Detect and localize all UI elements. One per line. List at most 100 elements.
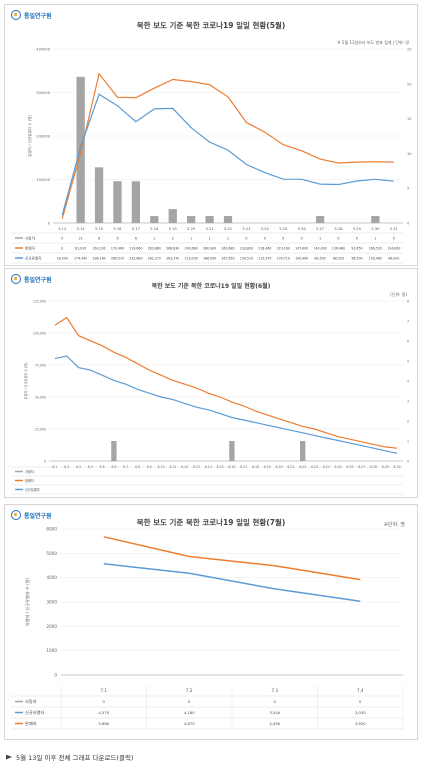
table-cell: 21	[79, 237, 83, 241]
table-cell: 0	[188, 699, 191, 704]
y-tick-label: 200000	[36, 135, 50, 139]
x-tick-label: 5.27	[316, 227, 324, 231]
x-tick-label: 5.25	[279, 227, 287, 231]
table-cell: 96,000	[388, 257, 399, 261]
table-cell: 0	[245, 237, 247, 241]
table-cell: 218,800	[240, 247, 253, 251]
legend-label: 완쾌자	[25, 478, 34, 483]
x-tick-label: 5.29	[353, 227, 362, 231]
y2-tick-label: 6	[407, 340, 409, 344]
table-cell: 174,440	[74, 257, 87, 261]
table-cell: 170,460	[111, 247, 124, 251]
legend-label: 사망자	[25, 236, 36, 241]
chart-title: 북한 보도 기준 북한 코로나19 일일 현황(6월)	[151, 283, 271, 290]
x-tick-label: 5.26	[298, 227, 307, 231]
bar	[229, 441, 235, 461]
download-link[interactable]: 5월 13일 이후 전체 그래프 다운로드(클릭)	[6, 752, 134, 762]
table-cell: 115,970	[258, 257, 271, 261]
chart-svg-june: 0 25,000 50,000 75,000 100,000 125,000 0 1 2 3 4 5 6…	[11, 300, 409, 495]
table-cell: 0	[61, 247, 63, 251]
table-cell: 1	[190, 237, 192, 241]
y2-tick-label: 1	[407, 440, 409, 444]
x-tick-label: 5.31	[390, 227, 398, 231]
table-cell: 88,520	[333, 257, 344, 261]
table-cell: 0	[264, 237, 266, 241]
table-cell: 134,860	[387, 247, 400, 251]
y-tick-label: 0	[44, 460, 46, 464]
series-line	[103, 563, 361, 603]
table-cell: 4,490	[269, 721, 280, 726]
table-cell: 0	[356, 237, 358, 241]
y-tick-label: 5000	[46, 551, 57, 556]
table-cell: 240,660	[185, 247, 198, 251]
chart-title: 북한 보도 기준 북한 코로나19 일일 현황(5월)	[136, 21, 286, 30]
y2-tick-label: 2	[407, 420, 409, 424]
table-cell: 0	[338, 237, 340, 241]
legend-label: 완쾌자	[25, 720, 37, 727]
y-tick-label: 4000	[46, 575, 57, 580]
table-cell: 0	[359, 699, 362, 704]
logo: 통일연구원	[11, 509, 52, 521]
table-cell: 6	[116, 237, 118, 241]
x-tick-label: 5.17	[132, 227, 140, 231]
chart-panel-july: 통일연구원 북한 보도 기준 북한 코로나19 일일 현황(7월) ※단위: 명…	[4, 504, 418, 740]
table-cell: 219,660	[129, 247, 142, 251]
y-axis-label: 유열자 / 신규유열자 수 (명)	[23, 363, 28, 400]
x-tick-label: 5.13	[58, 227, 66, 231]
legend-label: 신규유열자	[25, 256, 42, 261]
series-line	[61, 72, 394, 219]
chart-title: 북한 보도 기준 북한 코로나19 일일 현황(7월)	[136, 518, 286, 527]
bar	[113, 181, 122, 223]
series-line	[54, 355, 398, 454]
x-tick-label: 5.16	[113, 227, 122, 231]
x-tick-label: 5.19	[169, 227, 178, 231]
logo-text: 통일연구원	[24, 512, 52, 520]
table-cell: 4,180	[184, 710, 195, 715]
table-cell: 134,510	[240, 257, 253, 261]
chart-panel-june: 통일연구원 북한 보도 기준 북한 코로나19 일일 현황(6월) (단위: 명…	[4, 268, 418, 498]
y-tick-label: 0	[48, 222, 51, 226]
x-tick-label: 7.3	[271, 688, 278, 693]
table-cell: 1	[319, 237, 321, 241]
y-tick-label: 300000	[36, 91, 50, 95]
x-tick-label: 7.2	[186, 688, 193, 693]
y2-tick-label: 0	[407, 222, 410, 226]
legend-label: 완쾌자	[25, 246, 36, 251]
download-link-text[interactable]: 5월 13일 이후 전체 그래프 다운로드(클릭)	[16, 754, 134, 762]
chart-svg-july: 0 1000 2000 3000 4000 5000 6000 유열자 / 신규유열자 수 (…	[11, 527, 404, 730]
x-tick-label: 5.18	[150, 227, 159, 231]
table-cell: 1	[209, 237, 211, 241]
table-cell: 167,650	[221, 257, 234, 261]
legend-label: 사망자	[25, 698, 37, 705]
bar	[94, 167, 104, 223]
y-tick-label: 75,000	[35, 364, 46, 368]
table-cell: 3,540	[269, 710, 280, 715]
table-cell: 5,680	[98, 721, 109, 726]
bar	[168, 209, 177, 223]
y-tick-label: 25,000	[35, 428, 46, 432]
bar	[371, 216, 380, 223]
bar	[315, 216, 325, 223]
series-line	[61, 93, 394, 216]
bar	[131, 181, 141, 223]
table-cell: 219,030	[185, 257, 198, 261]
table-cell: 269,510	[111, 257, 124, 261]
y2-tick-label: 5	[407, 187, 409, 191]
table-cell: 162,200	[92, 247, 105, 251]
y2-tick-label: 25	[407, 48, 412, 52]
y2-tick-label: 20	[407, 82, 412, 86]
legend-label: 사망자	[25, 469, 34, 474]
bar	[300, 441, 306, 461]
table-cell: 218,460	[258, 247, 271, 251]
table-cell: 0	[274, 699, 277, 704]
table-cell: 100,710	[277, 257, 290, 261]
y-tick-label: 50,000	[35, 396, 46, 400]
y-axis-label: 유열자 / 신규유열자 수 (명)	[24, 577, 31, 626]
x-tick-label: 5.24	[261, 227, 270, 231]
table-cell: 8	[98, 237, 100, 241]
table-cell: 91,650	[351, 247, 362, 251]
table-cell: 268,830	[166, 247, 179, 251]
y-tick-label: 125,000	[33, 300, 46, 304]
table-cell: 0	[393, 237, 395, 241]
